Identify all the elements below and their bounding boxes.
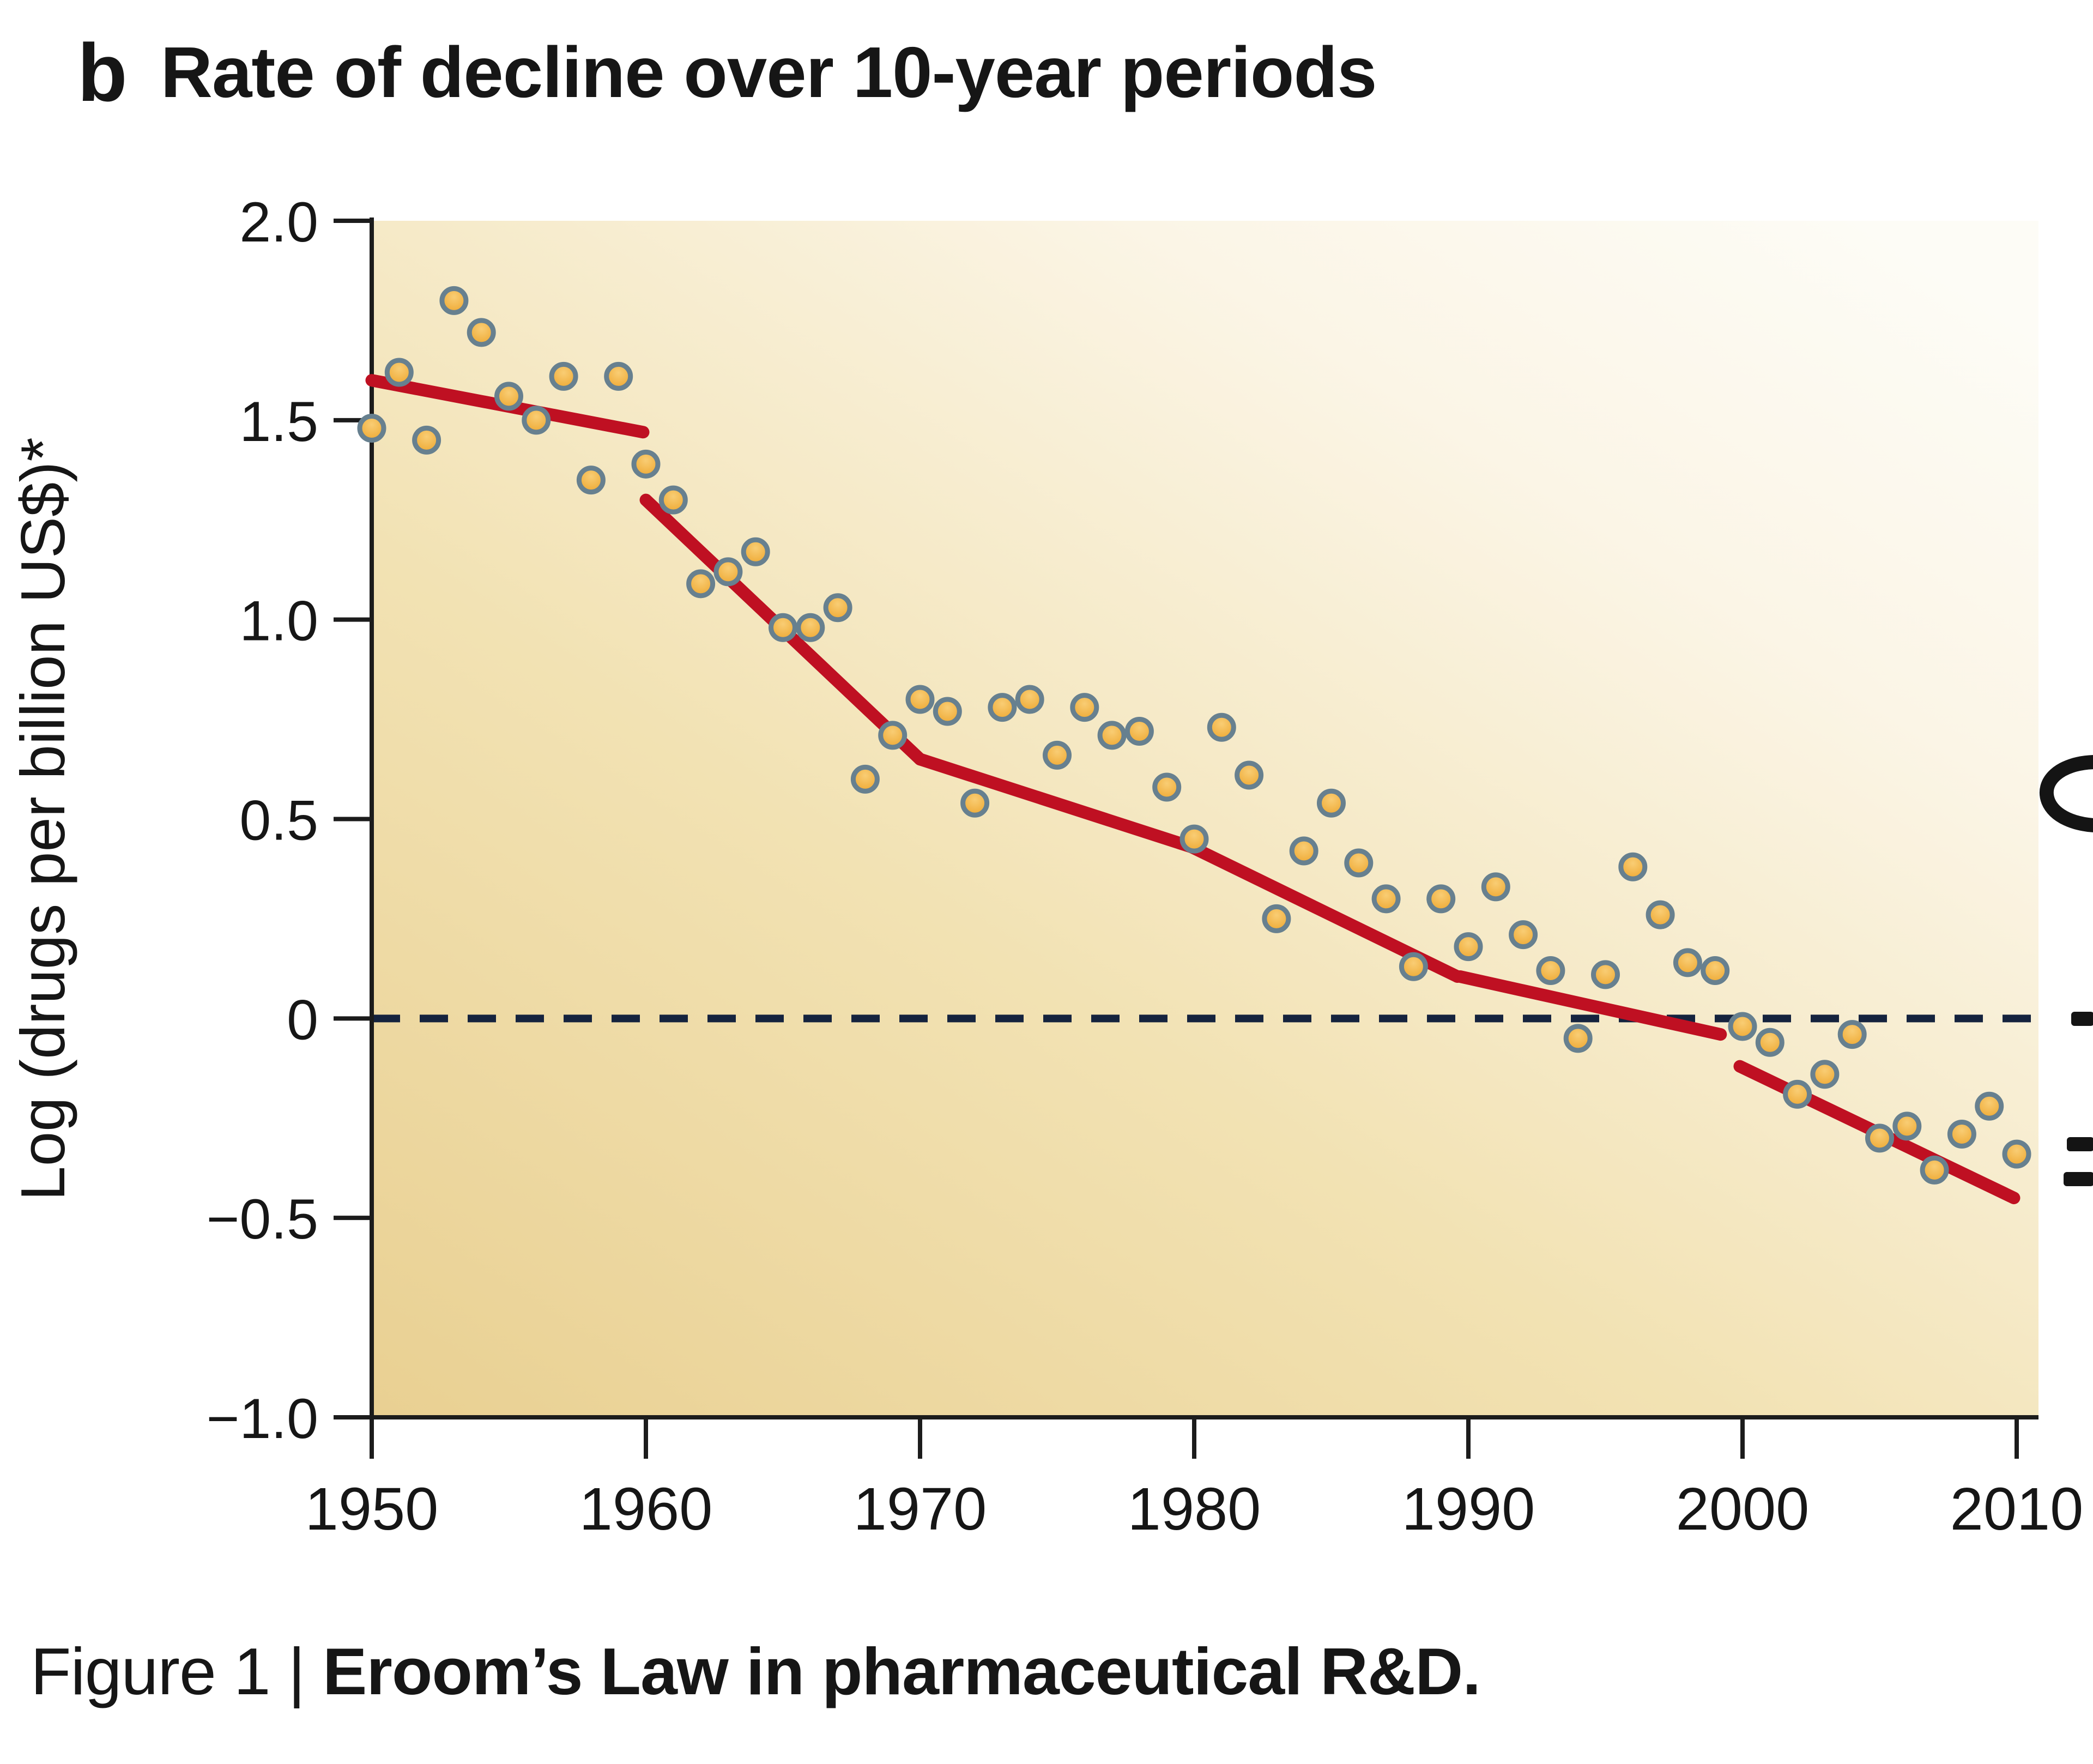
data-point	[769, 613, 797, 642]
data-point	[576, 466, 606, 495]
data-point	[713, 557, 743, 587]
data-point	[1673, 948, 1702, 977]
y-tick-label: 2.0	[239, 191, 318, 254]
data-point	[1179, 824, 1209, 854]
plot-background	[373, 221, 2038, 1417]
data-point	[1947, 1120, 1976, 1149]
data-point	[796, 613, 825, 642]
data-point	[878, 721, 908, 750]
data-point	[1618, 852, 1648, 881]
clipped-glyph-fragment	[2039, 755, 2093, 832]
data-point	[439, 286, 469, 315]
data-point	[823, 593, 852, 623]
clipped-glyph-fragment	[2067, 1137, 2093, 1151]
data-point	[1371, 884, 1401, 914]
x-tick-label: 2010	[1950, 1476, 2084, 1543]
data-point	[357, 413, 386, 443]
y-axis-title: Log (drugs per billion US$)*	[9, 437, 78, 1200]
data-point	[1591, 960, 1620, 989]
figure-caption: Figure 1 | Eroom’s Law in pharmaceutical…	[31, 1633, 1481, 1709]
y-tick-label: 1.0	[239, 590, 318, 653]
data-point	[549, 361, 578, 391]
y-tick-label: −1.0	[207, 1387, 318, 1451]
data-point	[631, 449, 661, 479]
data-point	[905, 685, 935, 714]
trend-segment	[914, 753, 1198, 854]
data-point	[1235, 760, 1264, 790]
data-point	[1070, 693, 1099, 722]
data-point	[604, 361, 633, 391]
clipped-glyph-fragment	[2071, 1012, 2093, 1026]
x-tick-label: 1970	[854, 1476, 987, 1543]
data-point	[467, 318, 496, 347]
data-point	[1536, 956, 1565, 986]
data-point	[1015, 685, 1044, 714]
data-point	[1975, 1091, 2004, 1121]
data-point	[1426, 884, 1456, 914]
data-point	[1810, 1060, 1840, 1089]
data-point	[1481, 872, 1510, 902]
y-tick-label: 0.5	[239, 789, 318, 853]
data-point	[1262, 904, 1291, 933]
x-tick-label: 1990	[1402, 1476, 1535, 1543]
caption-prefix: Figure 1 |	[31, 1634, 323, 1708]
data-point	[960, 788, 990, 818]
data-point	[1892, 1111, 1922, 1141]
panel-title-text: Rate of decline over 10-year periods	[160, 32, 1377, 112]
data-point	[988, 693, 1017, 722]
data-point	[2002, 1139, 2031, 1169]
data-point	[1865, 1123, 1894, 1153]
data-point	[933, 697, 962, 726]
data-point	[1509, 920, 1538, 950]
panel-title: b Rate of decline over 10-year periods	[77, 32, 1377, 113]
data-point	[384, 358, 414, 387]
data-point	[1755, 1028, 1785, 1057]
data-point	[1646, 900, 1675, 929]
data-point	[1289, 836, 1318, 866]
caption-title: Eroom’s Law in pharmaceutical R&D.	[323, 1634, 1481, 1708]
data-point	[1207, 712, 1236, 742]
data-point	[522, 406, 551, 435]
data-point	[1783, 1079, 1812, 1109]
data-point	[412, 425, 441, 455]
y-tick-label: 1.5	[239, 390, 318, 454]
data-point	[1920, 1155, 1949, 1185]
data-point	[1097, 721, 1127, 750]
data-point	[1701, 956, 1730, 986]
x-tick-label: 1980	[1128, 1476, 1261, 1543]
data-point	[686, 569, 716, 599]
data-point	[1344, 848, 1374, 878]
panel-letter: b	[77, 27, 128, 118]
y-tick-label: −0.5	[207, 1188, 318, 1251]
y-tick-label: 0	[287, 988, 318, 1052]
x-tick-label: 1950	[305, 1476, 439, 1543]
data-point	[1728, 1012, 1757, 1041]
x-tick-label: 1960	[579, 1476, 713, 1543]
data-point	[1454, 932, 1483, 962]
data-point	[850, 764, 880, 794]
data-point	[1837, 1020, 1867, 1049]
clipped-glyph-fragment	[2064, 1172, 2093, 1186]
data-point	[741, 537, 770, 566]
data-point	[1124, 717, 1154, 746]
x-tick-label: 2000	[1676, 1476, 1810, 1543]
data-point	[1563, 1024, 1593, 1053]
data-point	[494, 382, 523, 411]
data-point	[1399, 952, 1428, 981]
data-point	[1043, 740, 1072, 770]
data-point	[1152, 772, 1182, 802]
data-point	[1317, 788, 1346, 818]
data-point	[658, 485, 688, 515]
trend-segment	[1454, 970, 1727, 1041]
